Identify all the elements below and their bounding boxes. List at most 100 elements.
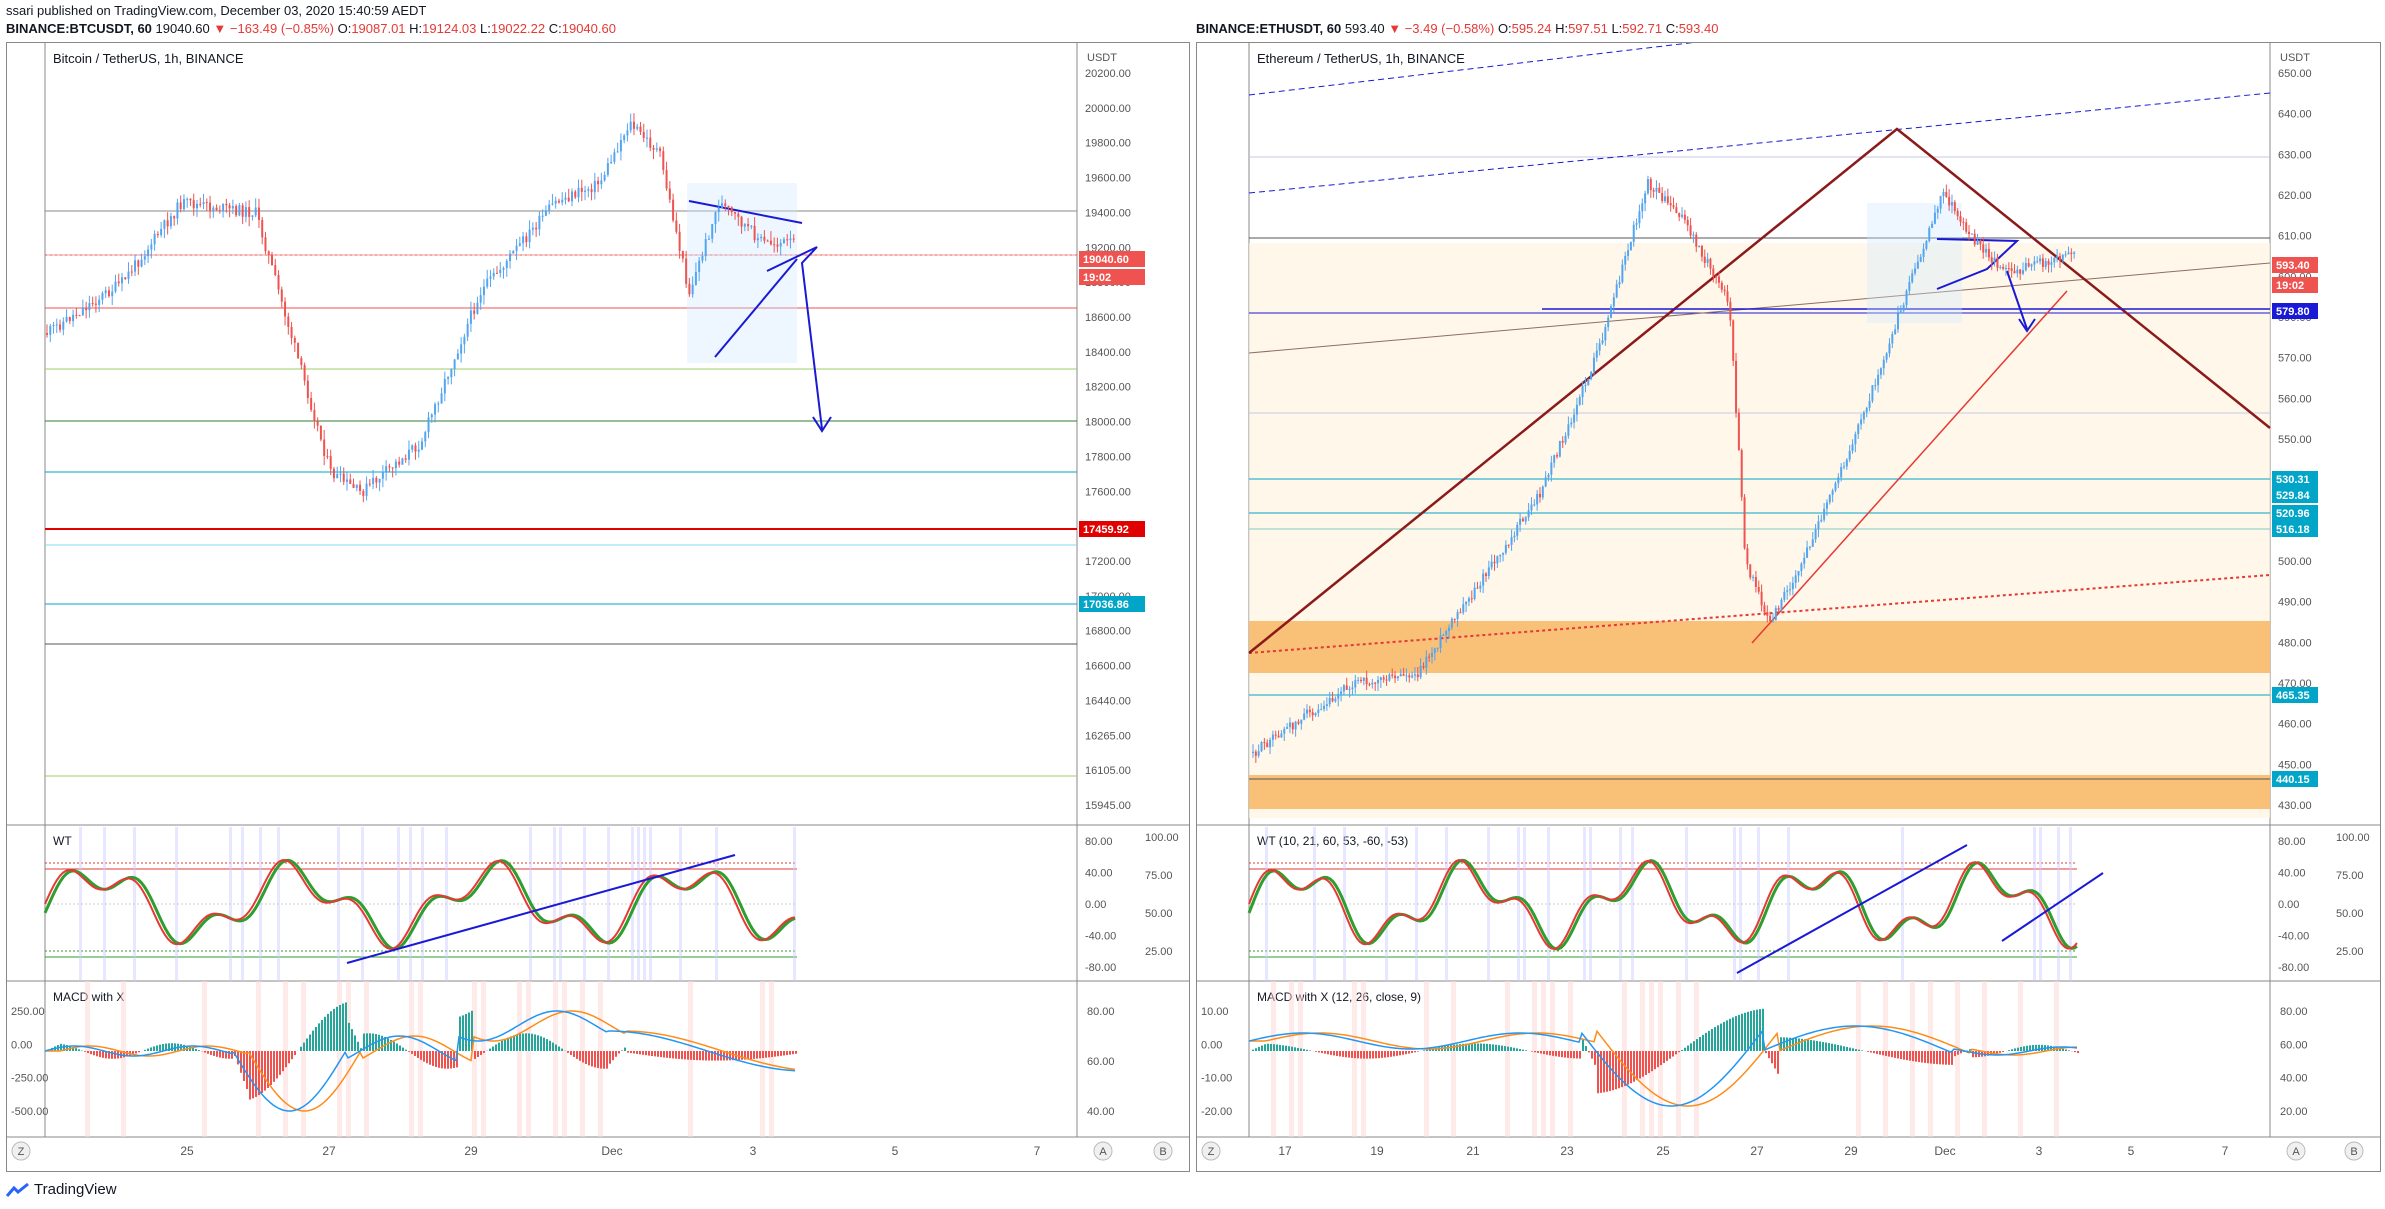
candle-body [711,224,714,239]
candle-body [1581,385,1584,398]
date-tick-label: 5 [2128,1144,2135,1158]
wt-trendline [1736,844,1968,974]
macd-highlight-bar [2054,981,2059,1137]
macd-histogram-bar [171,1043,173,1051]
wt-highlight-bar [637,827,640,981]
candle-body [2073,252,2076,254]
wt-highlight-bar [715,827,718,981]
candle-body [1538,493,1541,498]
macd-histogram-bar [1309,1050,1311,1051]
macd-histogram-bar [567,1051,569,1053]
candle-body [2019,269,2022,274]
macd-histogram-bar [1876,1051,1878,1054]
candle-body [2024,263,2027,271]
candle-body [1541,486,1544,498]
macd-histogram-bar [276,1051,278,1079]
candle-body [2036,261,2039,263]
candle-body [1993,257,1996,263]
candle-body [1931,223,1934,228]
macd-histogram-bar [1693,1041,1695,1051]
macd-histogram-bar [372,1033,374,1051]
projection-arrow [2006,270,2028,330]
macd-histogram-bar [255,1051,257,1097]
macd-highlight-bar [1532,981,1537,1137]
macd-highlight-bar [409,981,414,1137]
macd-histogram-bar [588,1051,590,1066]
macd-histogram-bar [402,1047,404,1051]
macd-histogram-bar [2059,1047,2061,1051]
candle-body [1757,587,1760,592]
macd-histogram-bar [1861,1050,1863,1051]
macd-histogram-bar [1708,1030,1710,1051]
macd-histogram-bar [2035,1044,2037,1051]
macd-histogram-bar [2038,1044,2040,1051]
macd-histogram-bar [216,1051,218,1057]
candle-body [789,238,792,241]
macd-histogram-bar [1264,1044,1266,1051]
candle-body [2007,268,2010,270]
candle-body [1433,648,1436,653]
macd-histogram-bar [1636,1051,1638,1081]
macd-histogram-bar [1507,1046,1509,1051]
macd-histogram-bar [543,1037,545,1051]
wt-highlight-bar [1265,827,1268,981]
eth-chart-canvas[interactable]: Ethereum / TetherUS, 1h, BINANCE USDT 650.… [1197,43,2380,1171]
eth-c-label: C: [1665,21,1679,36]
macd-histogram-bar [273,1051,275,1082]
macd-histogram-bar [1960,1051,1962,1054]
macd-histogram-bar [1627,1051,1629,1085]
candle-body [111,291,114,297]
candle-body [544,210,547,216]
candle-body [548,204,551,211]
macd-histogram-bar [1546,1051,1548,1055]
macd-histogram-bar [210,1051,212,1055]
footer[interactable]: TradingView [6,1181,117,1198]
btc-chart-canvas[interactable]: Bitcoin / TetherUS, 1h, BINANCE USDT 20200… [7,43,1189,1171]
wt-line-2 [43,858,796,951]
candle-body [1314,712,1317,716]
macd-histogram-bar [1510,1047,1512,1051]
candle-body [1533,504,1536,506]
macd-histogram-bar [1543,1051,1545,1055]
candle-body [267,251,270,255]
macd-histogram-bar [540,1036,542,1051]
eth-chart-panel[interactable]: Ethereum / TetherUS, 1h, BINANCE USDT 650.… [1196,42,2381,1172]
macd-histogram-bar [693,1051,695,1060]
candle-body [339,473,342,475]
macd-histogram-bar [1834,1044,1836,1051]
macd-histogram-bar [585,1051,587,1064]
candle-body [381,471,384,479]
candle-body [117,281,120,284]
candle-body [1632,224,1635,242]
candle-body [522,236,525,244]
candle-body [1948,196,1951,206]
macd-histogram-bar [204,1051,206,1053]
candle-body [1391,674,1394,676]
macd-histogram-bar [1909,1051,1911,1061]
candle-body [1970,233,1973,235]
candle-body [678,231,681,251]
axis-a-button-label: A [1099,1146,1107,1158]
macd-histogram-bar [2011,1049,2013,1051]
macd-histogram-bar [1411,1051,1413,1053]
candle-body [1979,239,1982,245]
candle-body [1260,742,1263,752]
btc-change: ▼ −163.49 (−0.85%) [213,21,334,36]
macd-histogram-bar [471,1010,473,1051]
wt-highlight-bar [553,827,556,981]
candle-body [1510,537,1513,545]
candle-body [1374,682,1377,684]
macd-histogram-bar [264,1051,266,1091]
macd-histogram-bar [1291,1046,1293,1051]
candle-body [1735,360,1738,413]
candle-body [2050,262,2053,265]
candle-body [717,207,720,213]
axis-z-button-label: Z [1208,1146,1215,1158]
macd-histogram-bar [1297,1047,1299,1051]
btc-chart-panel[interactable]: Bitcoin / TetherUS, 1h, BINANCE USDT 20200… [6,42,1190,1172]
candle-body [727,205,730,208]
candle-body [1678,213,1681,217]
candle-body [1547,474,1550,478]
candle-body [1359,679,1362,681]
macd-histogram-bar [156,1045,158,1051]
